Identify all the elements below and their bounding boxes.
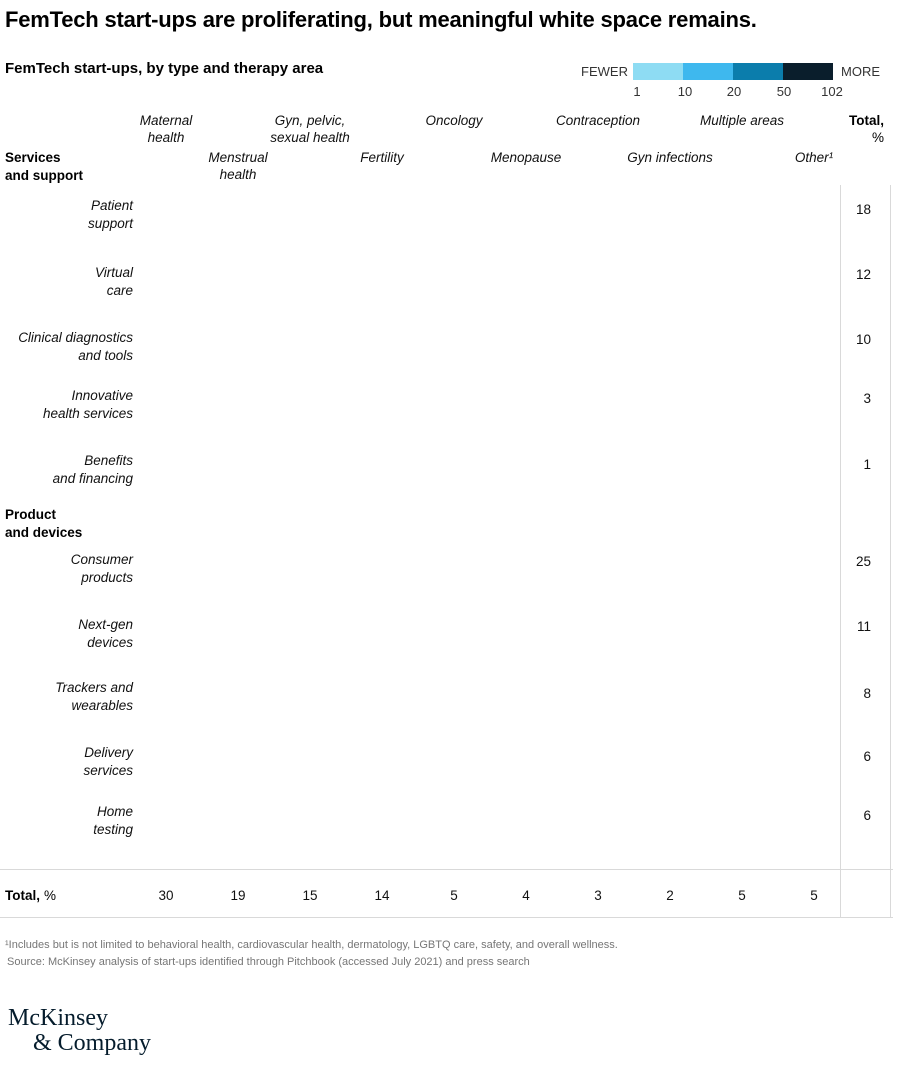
row-label-virtual-care: Virtual care	[94, 265, 133, 298]
totals-row-label: Total,%	[5, 888, 56, 903]
row-label-next-gen-devices: Next-gen devices	[78, 617, 133, 650]
row-label-home-testing: Home testing	[93, 804, 133, 837]
column-total-menstrual-health: 19	[230, 888, 246, 903]
column-total-multiple-areas: 5	[738, 888, 746, 903]
column-total-menopause: 4	[522, 888, 530, 903]
column-total-maternal-health: 30	[158, 888, 174, 903]
column-total-gyn-infections: 2	[666, 888, 674, 903]
row-total-virtual-care: 12	[855, 267, 871, 282]
total-column-right-rule	[890, 185, 891, 917]
legend-tick-50: 50	[776, 84, 792, 99]
column-total-contraception: 3	[594, 888, 602, 903]
chart-subtitle: FemTech start-ups, by type and therapy a…	[5, 60, 324, 77]
legend-tick-102: 102	[821, 84, 843, 99]
column-total-fertility: 14	[374, 888, 390, 903]
row-label-innovative-health-services: Innovative health services	[42, 388, 133, 421]
row-label-consumer-products: Consumer products	[70, 552, 133, 585]
legend-swatch-50	[783, 63, 833, 80]
legend-tick-10: 10	[677, 84, 693, 99]
column-header-maternal-health: Maternal health	[139, 113, 193, 145]
column-total-other: 5	[810, 888, 818, 903]
column-header-multiple-areas: Multiple areas	[699, 113, 785, 128]
column-total-oncology: 5	[450, 888, 458, 903]
row-total-innovative-health-services: 3	[863, 391, 871, 406]
group-label-product-and-devices: Product and devices	[5, 507, 83, 540]
totals-row-unit: %	[44, 888, 57, 903]
column-header-menstrual-health: Menstrual health	[208, 150, 268, 182]
column-header-gyn-infections: Gyn infections	[627, 150, 713, 165]
logo-line-2: & Company	[33, 1030, 151, 1056]
column-header-menopause: Menopause	[490, 150, 562, 165]
column-header-total-pct: Total, %	[820, 112, 884, 146]
legend-color-scale	[633, 63, 833, 80]
row-label-delivery-services: Delivery services	[83, 745, 133, 778]
legend-more-label: MORE	[841, 64, 880, 79]
legend-tick-20: 20	[726, 84, 742, 99]
total-header-word: Total,	[849, 113, 884, 128]
row-total-consumer-products: 25	[855, 554, 871, 569]
totals-row-top-rule	[0, 869, 893, 870]
row-total-home-testing: 6	[863, 808, 871, 823]
row-total-delivery-services: 6	[863, 749, 871, 764]
column-total-gyn-pelvic-sexual-health: 15	[302, 888, 318, 903]
row-total-patient-support: 18	[855, 202, 871, 217]
totals-row-bottom-rule	[0, 917, 893, 918]
group-label-services-and-support: Services and support	[5, 150, 83, 183]
column-header-fertility: Fertility	[360, 150, 404, 165]
logo-line-1: McKinsey	[8, 1005, 108, 1031]
mckinsey-logo: McKinsey & Company	[8, 1006, 151, 1056]
row-total-trackers-wearables: 8	[863, 686, 871, 701]
row-label-clinical-diagnostics: Clinical diagnostics and tools	[18, 330, 133, 363]
legend-fewer-label: FEWER	[581, 64, 628, 79]
row-total-clinical-diagnostics: 10	[855, 332, 871, 347]
row-label-patient-support: Patient support	[87, 198, 133, 231]
page-title: FemTech start-ups are proliferating, but…	[5, 7, 757, 32]
legend-swatch-10	[683, 63, 733, 80]
legend-swatch-20	[733, 63, 783, 80]
row-total-benefits-financing: 1	[863, 457, 871, 472]
total-column-left-rule	[840, 185, 841, 917]
totals-row-word: Total,	[5, 888, 40, 903]
heatmap-cells-area	[134, 190, 834, 865]
row-label-trackers-wearables: Trackers and wearables	[55, 680, 133, 713]
row-total-next-gen-devices: 11	[856, 619, 871, 634]
column-header-other: Other¹	[794, 150, 834, 165]
legend-swatch-1	[633, 63, 683, 80]
legend-tick-1: 1	[633, 84, 641, 99]
column-header-gyn-pelvic-sexual-health: Gyn, pelvic, sexual health	[270, 113, 350, 145]
column-header-contraception: Contraception	[555, 113, 641, 128]
total-header-unit: %	[871, 130, 884, 145]
footnote: ¹Includes but is not limited to behavior…	[5, 939, 618, 951]
row-label-benefits-financing: Benefits and financing	[52, 453, 133, 486]
column-header-oncology: Oncology	[425, 113, 483, 128]
source-line: Source: McKinsey analysis of start-ups i…	[7, 956, 530, 968]
